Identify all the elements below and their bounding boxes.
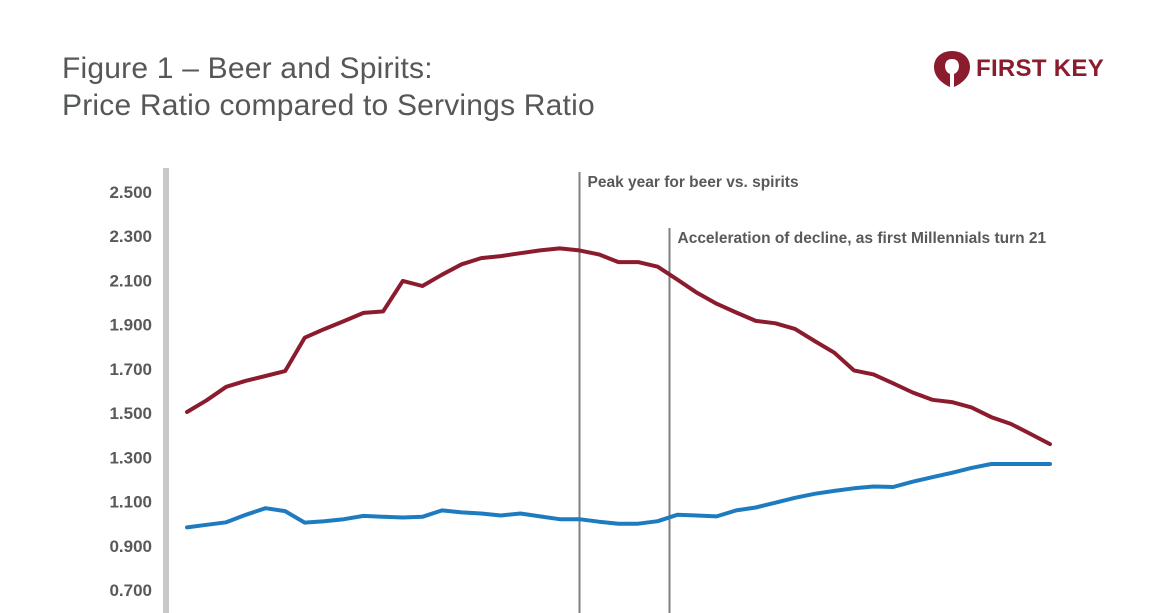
y-tick-label: 1.100 bbox=[109, 493, 152, 512]
logo-text: FIRST KEY bbox=[976, 55, 1105, 82]
y-tick-label: 1.700 bbox=[109, 360, 152, 379]
annotations: Peak year for beer vs. spirits Accelerati… bbox=[578, 172, 1047, 613]
y-axis bbox=[163, 168, 169, 613]
first-key-logo: FIRST KEY bbox=[932, 50, 1104, 88]
servings-ratio-line bbox=[185, 462, 1052, 530]
series-lines bbox=[185, 246, 1052, 530]
keyhole-icon bbox=[934, 51, 970, 87]
y-tick-label: 1.500 bbox=[109, 404, 152, 423]
annotation-label: Acceleration of decline, as first Millen… bbox=[678, 230, 1047, 247]
chart-title: Figure 1 – Beer and Spirits: Price Ratio… bbox=[62, 50, 595, 124]
y-axis-line bbox=[163, 168, 169, 613]
y-tick-label: 2.500 bbox=[109, 183, 152, 202]
annotation-label: Peak year for beer vs. spirits bbox=[588, 174, 799, 191]
y-tick-label: 2.100 bbox=[109, 271, 152, 290]
y-tick-label: 2.300 bbox=[109, 227, 152, 246]
y-tick-label: 1.900 bbox=[109, 316, 152, 335]
y-tick-label: 1.300 bbox=[109, 448, 152, 467]
y-tick-labels: 2.500 2.300 2.100 1.900 1.700 1.500 1.300 1.100… bbox=[109, 183, 152, 600]
chart-title-line1: Figure 1 – Beer and Spirits: bbox=[62, 52, 433, 85]
price-ratio-line bbox=[185, 246, 1052, 447]
chart-title-line2: Price Ratio compared to Servings Ratio bbox=[62, 89, 595, 122]
y-tick-label: 0.700 bbox=[109, 581, 152, 600]
y-tick-label: 0.900 bbox=[109, 537, 152, 556]
